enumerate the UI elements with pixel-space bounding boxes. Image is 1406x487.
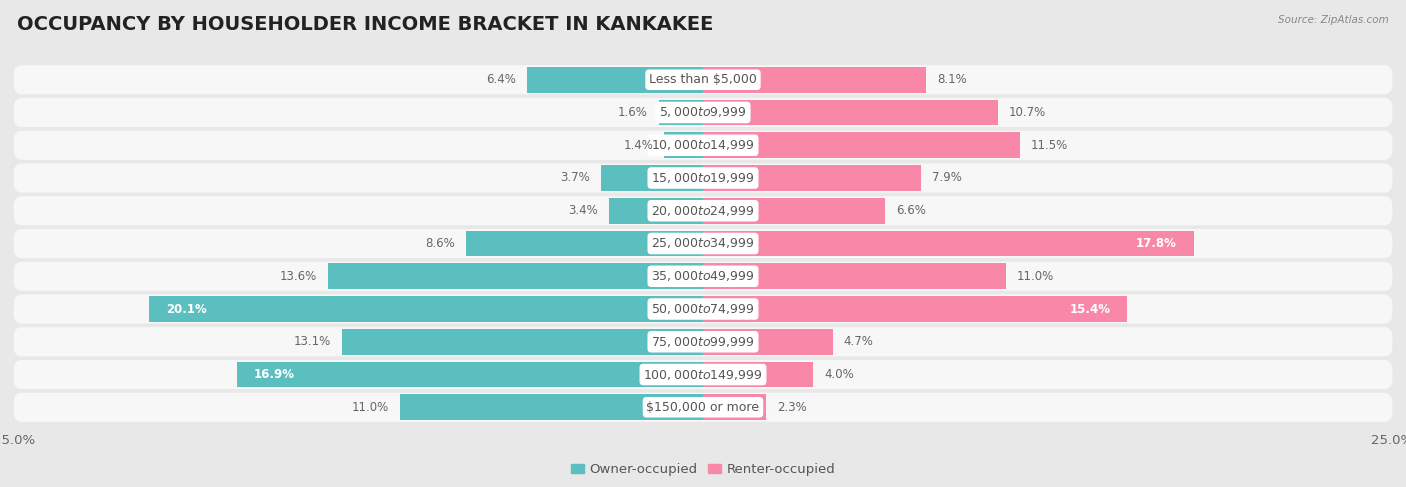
Text: 8.6%: 8.6%	[425, 237, 456, 250]
Bar	[703, 394, 766, 420]
Text: OCCUPANCY BY HOUSEHOLDER INCOME BRACKET IN KANKAKEE: OCCUPANCY BY HOUSEHOLDER INCOME BRACKET …	[17, 15, 713, 34]
FancyBboxPatch shape	[14, 98, 1392, 127]
Text: 10.7%: 10.7%	[1010, 106, 1046, 119]
Text: 4.7%: 4.7%	[844, 335, 873, 348]
Text: 1.4%: 1.4%	[623, 139, 654, 152]
FancyBboxPatch shape	[14, 262, 1392, 291]
Bar	[703, 132, 1019, 158]
Text: 16.9%: 16.9%	[254, 368, 295, 381]
FancyBboxPatch shape	[14, 196, 1392, 225]
Text: 13.1%: 13.1%	[294, 335, 330, 348]
Bar	[149, 296, 703, 322]
Text: $50,000 to $74,999: $50,000 to $74,999	[651, 302, 755, 316]
Text: $75,000 to $99,999: $75,000 to $99,999	[651, 335, 755, 349]
Text: $150,000 or more: $150,000 or more	[647, 401, 759, 414]
FancyBboxPatch shape	[14, 164, 1392, 192]
Text: $20,000 to $24,999: $20,000 to $24,999	[651, 204, 755, 218]
Bar	[703, 329, 832, 355]
Text: $25,000 to $34,999: $25,000 to $34,999	[651, 237, 755, 250]
FancyBboxPatch shape	[14, 131, 1392, 160]
Text: $10,000 to $14,999: $10,000 to $14,999	[651, 138, 755, 152]
Bar	[703, 362, 813, 387]
Text: Source: ZipAtlas.com: Source: ZipAtlas.com	[1278, 15, 1389, 25]
Text: 3.4%: 3.4%	[568, 204, 599, 217]
Bar	[703, 198, 884, 224]
FancyBboxPatch shape	[14, 295, 1392, 323]
Legend: Owner-occupied, Renter-occupied: Owner-occupied, Renter-occupied	[565, 458, 841, 481]
Bar	[527, 67, 703, 93]
Text: Less than $5,000: Less than $5,000	[650, 73, 756, 86]
Bar	[703, 231, 1194, 256]
Text: 15.4%: 15.4%	[1070, 302, 1111, 316]
Text: 8.1%: 8.1%	[938, 73, 967, 86]
Text: 1.6%: 1.6%	[619, 106, 648, 119]
Bar	[342, 329, 703, 355]
Text: $5,000 to $9,999: $5,000 to $9,999	[659, 106, 747, 119]
Bar	[703, 263, 1007, 289]
Text: 2.3%: 2.3%	[778, 401, 807, 414]
Text: 6.4%: 6.4%	[485, 73, 516, 86]
Text: 11.0%: 11.0%	[1017, 270, 1054, 283]
Bar	[659, 100, 703, 125]
Text: 7.9%: 7.9%	[932, 171, 962, 185]
Text: 20.1%: 20.1%	[166, 302, 207, 316]
Bar	[703, 296, 1128, 322]
Bar	[600, 165, 703, 191]
Bar	[238, 362, 703, 387]
Text: 17.8%: 17.8%	[1136, 237, 1177, 250]
Text: 3.7%: 3.7%	[560, 171, 591, 185]
Text: 13.6%: 13.6%	[280, 270, 318, 283]
Text: $35,000 to $49,999: $35,000 to $49,999	[651, 269, 755, 283]
Bar	[465, 231, 703, 256]
Text: 4.0%: 4.0%	[824, 368, 853, 381]
Bar	[703, 100, 998, 125]
Bar	[703, 67, 927, 93]
FancyBboxPatch shape	[14, 327, 1392, 356]
Bar	[328, 263, 703, 289]
FancyBboxPatch shape	[14, 393, 1392, 422]
Bar	[399, 394, 703, 420]
Bar	[609, 198, 703, 224]
FancyBboxPatch shape	[14, 65, 1392, 94]
Text: $15,000 to $19,999: $15,000 to $19,999	[651, 171, 755, 185]
Text: 11.0%: 11.0%	[352, 401, 389, 414]
FancyBboxPatch shape	[14, 229, 1392, 258]
Text: 6.6%: 6.6%	[896, 204, 925, 217]
Text: 11.5%: 11.5%	[1031, 139, 1069, 152]
FancyBboxPatch shape	[14, 360, 1392, 389]
Text: $100,000 to $149,999: $100,000 to $149,999	[644, 368, 762, 381]
Bar	[703, 165, 921, 191]
Bar	[665, 132, 703, 158]
